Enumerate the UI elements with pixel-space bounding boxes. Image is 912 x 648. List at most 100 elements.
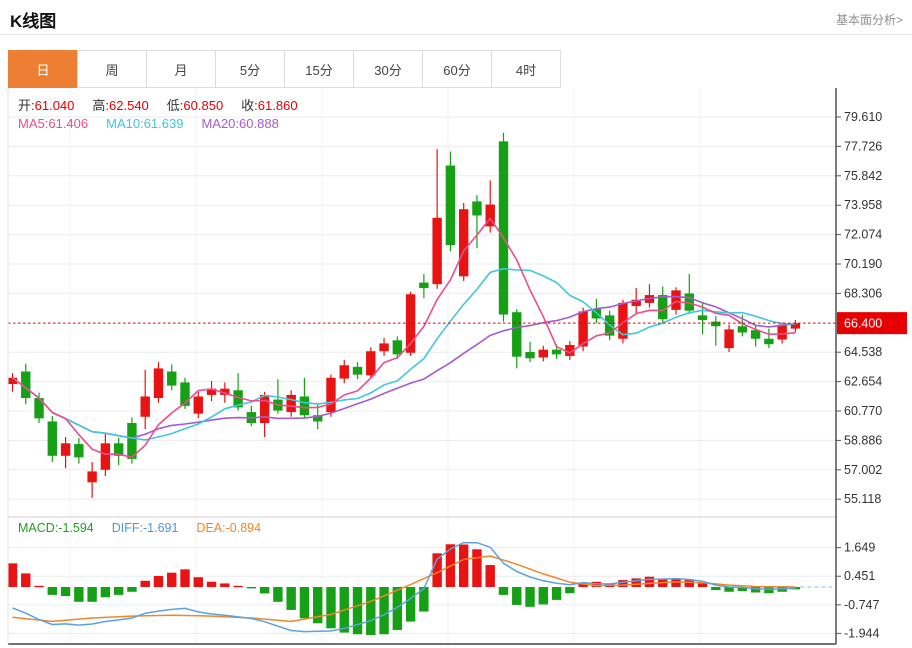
macd-bar (379, 587, 389, 635)
macd-bar (618, 580, 628, 587)
macd-bar (419, 587, 429, 612)
macd-bar (525, 587, 535, 607)
macd-bar (405, 587, 416, 622)
candle-body (167, 371, 177, 386)
macd-bar (180, 569, 190, 587)
candle-body (259, 394, 270, 424)
candle-body (737, 326, 748, 333)
macd-tick-label: 0.451 (844, 569, 875, 583)
macd-bar (565, 587, 575, 594)
macd-bar (724, 587, 734, 592)
candle-body (339, 365, 349, 379)
price-tick-label: 62.654 (844, 375, 882, 389)
price-tick-label: 73.958 (844, 198, 882, 212)
macd-bar (313, 587, 323, 624)
macd-bar (286, 587, 296, 610)
candle-body (405, 294, 416, 353)
macd-tick-label: -1.944 (844, 626, 879, 640)
candle-body (750, 330, 761, 339)
price-tick-label: 58.886 (844, 433, 882, 447)
macd-bar (127, 587, 137, 592)
macd-bar (206, 581, 217, 587)
tab-timeframe-3[interactable]: 5分 (215, 50, 285, 88)
ma-legend: MA5:61.406 MA10:61.639 MA20:60.888 (18, 116, 297, 131)
candle-body (538, 349, 548, 358)
macd-bar (458, 544, 469, 587)
candle-body (21, 371, 31, 399)
macd-bar (299, 587, 310, 619)
candle-body (392, 340, 403, 355)
last-price-tag (837, 312, 907, 335)
candle-body (631, 299, 641, 306)
candle-body (764, 338, 774, 345)
fundamental-analysis-link[interactable]: 基本面分析> (835, 13, 903, 27)
candle-body (432, 217, 442, 285)
price-tick-label: 68.306 (844, 286, 882, 300)
tab-timeframe-5[interactable]: 30分 (353, 50, 423, 88)
page-title: K线图 (10, 12, 57, 31)
price-tick-label: 77.726 (844, 139, 882, 153)
legend-item: 高:62.540 (92, 98, 149, 113)
macd-bar (87, 587, 97, 602)
candle-body (684, 293, 694, 311)
tab-timeframe-2[interactable]: 月 (146, 50, 216, 88)
macd-bar (47, 587, 58, 595)
candle-body (711, 321, 721, 327)
candle-body (87, 471, 97, 483)
macd-tick-label: 1.649 (844, 541, 875, 555)
tab-timeframe-1[interactable]: 周 (77, 50, 147, 88)
macd-bar (697, 583, 708, 587)
legend-item: 低:60.850 (166, 98, 224, 113)
macd-bar (485, 565, 495, 587)
ohlc-legend: 开:61.040 高:62.540 低:60.850 收:61.860 (18, 95, 316, 114)
legend-item: MA10:61.639 (106, 116, 184, 131)
candle-body (47, 421, 58, 456)
candle-body (127, 423, 137, 459)
macd-legend: MACD:-1.594 DIFF:-1.691 DEA:-0.894 (18, 521, 279, 535)
macd-bar (392, 587, 403, 630)
candle-body (352, 366, 363, 375)
candle-body (100, 443, 111, 470)
macd-bar (167, 572, 177, 587)
tab-timeframe-0[interactable]: 日 (8, 50, 78, 88)
candle-body (326, 377, 336, 413)
candle-body (697, 315, 708, 321)
legend-item: 开:61.040 (18, 98, 75, 113)
candle-body (34, 398, 44, 419)
price-tick-label: 64.538 (844, 345, 882, 359)
candle-body (777, 324, 787, 340)
macd-bar (512, 587, 522, 605)
macd-bar (472, 549, 482, 587)
price-tick-label: 79.610 (844, 110, 882, 124)
price-tick-label: 55.118 (844, 492, 881, 506)
macd-bar (737, 587, 748, 592)
candle-body (458, 209, 469, 277)
macd-bar (432, 553, 442, 587)
candle-body (193, 396, 203, 414)
dea-line (12, 555, 796, 623)
macd-bar (220, 583, 230, 587)
price-tick-label: 57.002 (844, 463, 882, 477)
macd-bar (538, 587, 548, 605)
legend-item: DEA:-0.894 (196, 521, 262, 535)
ma10-line (12, 267, 796, 441)
tab-timeframe-4[interactable]: 15分 (284, 50, 354, 88)
candle-body (113, 443, 124, 456)
macd-bar (60, 587, 71, 597)
macd-bar (326, 587, 336, 629)
tab-timeframe-7[interactable]: 4时 (491, 50, 561, 88)
candle-body (724, 329, 734, 349)
tab-timeframe-6[interactable]: 60分 (422, 50, 492, 88)
candle-body (74, 444, 84, 458)
macd-bar (366, 587, 376, 635)
macd-bar (193, 577, 203, 587)
legend-item: MACD:-1.594 (18, 521, 94, 535)
candle-body (671, 290, 681, 310)
legend-item: DIFF:-1.691 (111, 521, 179, 535)
macd-bar (551, 587, 562, 600)
price-tick-label: 75.842 (844, 169, 882, 183)
macd-bar (273, 587, 283, 602)
price-tick-label: 60.770 (844, 404, 882, 418)
